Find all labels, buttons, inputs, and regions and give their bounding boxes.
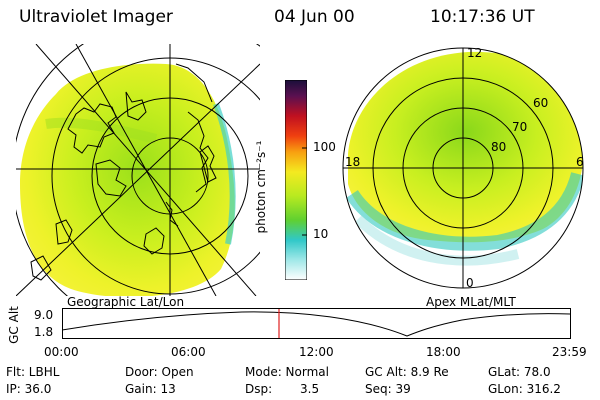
mlat-label-80: 80 bbox=[491, 140, 507, 154]
altitude-ytick-min: 1.8 bbox=[34, 325, 54, 339]
info-seq: Seq: 39 bbox=[365, 382, 411, 396]
time-tick-0000: 00:00 bbox=[44, 345, 79, 359]
info-dsp-label: Dsp: bbox=[245, 382, 273, 396]
altitude-plot bbox=[62, 308, 571, 339]
mlt-label-18: 18 bbox=[345, 155, 361, 169]
geographic-map bbox=[16, 44, 260, 296]
info-glon: GLon: 316.2 bbox=[488, 382, 561, 396]
mlat-label-60: 60 bbox=[533, 96, 549, 110]
instrument-title: Ultraviolet Imager bbox=[19, 7, 173, 27]
mlt-label-6: 6 bbox=[576, 155, 584, 169]
colorbar-label: photon cm⁻²s⁻¹ bbox=[254, 140, 268, 234]
info-glat: GLat: 78.0 bbox=[488, 365, 551, 379]
colorbar-tick-10: 10 bbox=[313, 227, 329, 241]
mlt-label-12: 12 bbox=[467, 46, 483, 60]
altitude-ytick-max: 9.0 bbox=[34, 308, 54, 322]
time-tick-1200: 12:00 bbox=[299, 345, 334, 359]
info-mode: Mode: Normal bbox=[245, 365, 329, 379]
time-tick-2359: 23:59 bbox=[552, 345, 587, 359]
info-dsp-value: 3.5 bbox=[300, 382, 320, 396]
info-gc-alt: GC Alt: 8.9 Re bbox=[365, 365, 449, 379]
mlt-label-0: 0 bbox=[466, 276, 474, 290]
altitude-ylabel: GC Alt bbox=[7, 306, 21, 344]
info-door: Door: Open bbox=[125, 365, 194, 379]
left-map-caption: Geographic Lat/Lon bbox=[67, 295, 185, 309]
date-label: 04 Jun 00 bbox=[274, 7, 355, 27]
info-ip: IP: 36.0 bbox=[6, 382, 52, 396]
mlat-label-70: 70 bbox=[512, 120, 528, 134]
time-tick-0600: 06:00 bbox=[171, 345, 206, 359]
info-flt: Flt: LBHL bbox=[6, 365, 60, 379]
apex-polar-plot bbox=[342, 47, 584, 289]
time-tick-1800: 18:00 bbox=[426, 345, 461, 359]
info-gain: Gain: 13 bbox=[125, 382, 176, 396]
right-map-caption: Apex MLat/MLT bbox=[426, 295, 516, 309]
colorbar bbox=[285, 80, 307, 280]
time-label: 10:17:36 UT bbox=[430, 7, 535, 27]
colorbar-tick-100: 100 bbox=[313, 140, 336, 154]
